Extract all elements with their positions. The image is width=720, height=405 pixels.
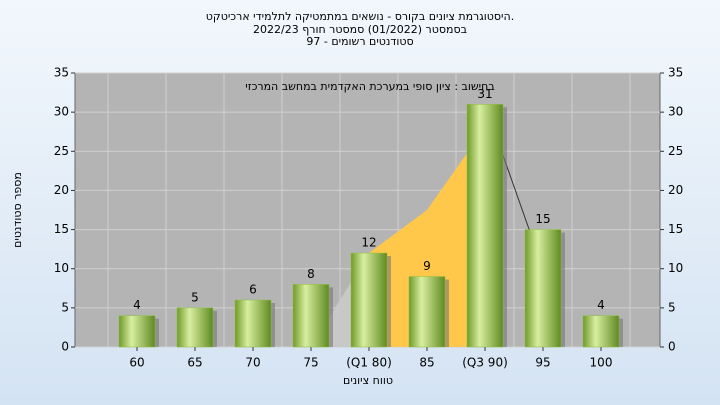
- y2-tick-label: 35: [668, 66, 683, 80]
- x-tick-label: 85: [419, 356, 434, 370]
- annotation: בחישוב : ציון סופי במערכת האקדמית במחשב …: [245, 80, 494, 93]
- value-label: 5: [191, 290, 199, 304]
- title-line: סטודנטים רשומים - 97: [306, 35, 413, 48]
- x-tick-label: 60: [129, 356, 144, 370]
- x-tick-label: 65: [187, 356, 202, 370]
- x-tick-label: (Q3 90): [462, 356, 508, 370]
- x-tick-label: 75: [303, 356, 318, 370]
- y-tick-label: 10: [54, 261, 69, 275]
- value-label: 6: [249, 283, 257, 297]
- y-axis-label: מספר סטודנטים: [11, 172, 24, 248]
- bar: [408, 276, 446, 348]
- value-label: 9: [423, 259, 431, 273]
- value-label: 4: [133, 298, 141, 312]
- y2-tick-label: 10: [668, 261, 683, 275]
- y-tick-label: 25: [54, 144, 69, 158]
- value-label: 4: [597, 298, 605, 312]
- value-label: 12: [361, 236, 376, 250]
- x-axis-label: טווח ציונים: [343, 374, 393, 387]
- y2-tick-label: 15: [668, 222, 683, 236]
- bar: [524, 229, 562, 348]
- title-line: בסמסטר (01/2022) סמסטר חורף 2022/23: [253, 23, 467, 36]
- y2-tick-label: 30: [668, 105, 683, 119]
- y2-tick-label: 0: [668, 340, 676, 354]
- bar: [292, 284, 330, 348]
- y-tick-label: 30: [54, 105, 69, 119]
- y-tick-label: 5: [61, 300, 69, 314]
- x-tick-label: 95: [535, 356, 550, 370]
- bar: [118, 315, 156, 348]
- value-label: 31: [477, 87, 492, 101]
- y-tick-label: 15: [54, 222, 69, 236]
- y-tick-label: 20: [54, 183, 69, 197]
- y2-tick-label: 25: [668, 144, 683, 158]
- bar: [234, 299, 272, 348]
- background-area: [369, 127, 485, 347]
- value-label: 8: [307, 267, 315, 281]
- bar: [582, 315, 620, 348]
- y2-tick-label: 20: [668, 183, 683, 197]
- bar: [350, 252, 388, 348]
- plot-layer: 0 5 10 15 20 25 30 35 0 5 10 15 20 25 30 35 בחישוב : ציו…: [54, 66, 684, 370]
- title-line: היסטוגרמת ציונים בקורס - נושאים במתמטיקה…: [206, 10, 514, 23]
- y-tick-label: 35: [54, 66, 69, 80]
- x-tick-label: 100: [590, 356, 613, 370]
- x-tick-label: (Q1 80): [346, 356, 392, 370]
- x-tick-label: 70: [245, 356, 260, 370]
- y-tick-label: 0: [61, 340, 69, 354]
- value-label: 15: [535, 212, 550, 226]
- bar: [466, 104, 504, 348]
- y2-tick-label: 5: [668, 300, 676, 314]
- bar: [176, 307, 214, 348]
